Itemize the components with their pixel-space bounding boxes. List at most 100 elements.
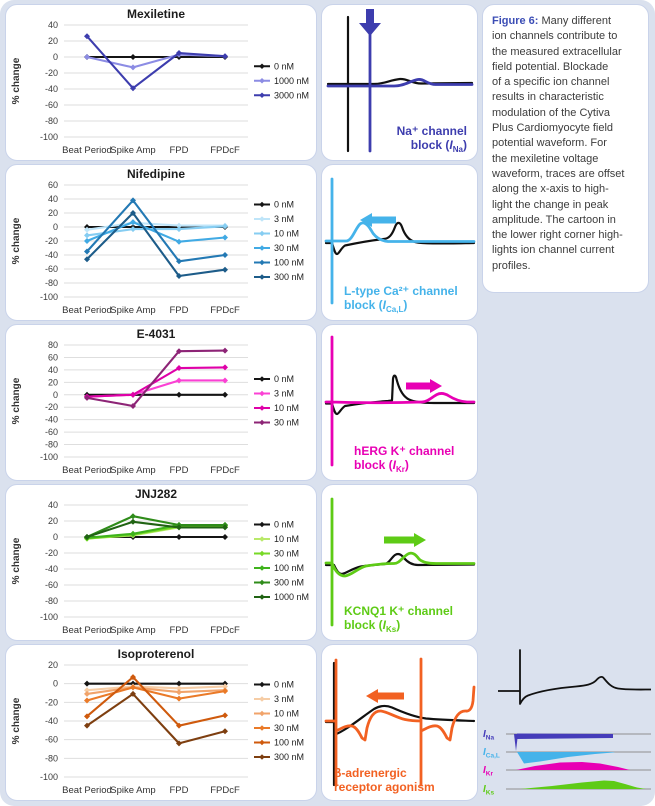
svg-text:3000 nM: 3000 nM [274, 90, 309, 100]
svg-text:300 nM: 300 nM [274, 272, 304, 282]
svg-text:1000 nM: 1000 nM [274, 592, 309, 602]
waveform-svg [324, 497, 476, 627]
svg-text:0 nM: 0 nM [274, 200, 294, 210]
current-label: IKs [483, 784, 494, 797]
svg-text:60: 60 [48, 180, 58, 190]
svg-text:10 nM: 10 nM [274, 403, 299, 413]
line-chart-svg: 20 0 -20 -40 -60 -80 -100 Isoproterenol % change… [11, 647, 304, 796]
svg-text:-100: -100 [40, 772, 58, 782]
waveform-na [322, 5, 477, 160]
current-label: IKr [483, 765, 493, 778]
waveform-svg [324, 177, 476, 305]
waveform-panel-na: Na⁺ channel block (INa) [321, 4, 478, 161]
svg-text:0: 0 [53, 52, 58, 62]
svg-text:FPD: FPD [170, 625, 189, 636]
svg-text:20: 20 [48, 36, 58, 46]
svg-text:FPDcF: FPDcF [210, 465, 240, 476]
svg-text:% change: % change [11, 537, 22, 584]
svg-text:-20: -20 [45, 402, 58, 412]
svg-text:Beat Period: Beat Period [62, 305, 112, 316]
svg-text:FPD: FPD [170, 465, 189, 476]
svg-text:-20: -20 [45, 697, 58, 707]
svg-text:0 nM: 0 nM [274, 520, 294, 530]
chart-panel-e4031: 80 60 40 20 0 -20 -40 -60 -80 -100 E-4031 % change B… [5, 324, 317, 481]
svg-text:Spike Amp: Spike Amp [110, 785, 155, 796]
svg-text:60: 60 [48, 352, 58, 362]
shift-arrow-right-icon [406, 379, 442, 393]
svg-text:100 nM: 100 nM [274, 563, 304, 573]
svg-text:3 nM: 3 nM [274, 389, 294, 399]
figure-label: Figure 6: [492, 15, 539, 27]
svg-text:-20: -20 [45, 236, 58, 246]
waveform-beta [322, 645, 477, 800]
svg-text:-20: -20 [45, 548, 58, 558]
svg-text:40: 40 [48, 194, 58, 204]
svg-text:100 nM: 100 nM [274, 738, 304, 748]
caption-line: Figure 6: Many different [492, 14, 641, 29]
waveform-kr [322, 325, 477, 480]
svg-text:-60: -60 [45, 580, 58, 590]
svg-text:0: 0 [53, 222, 58, 232]
current-profile-shape [517, 733, 613, 739]
svg-text:FPD: FPD [170, 785, 189, 796]
caption-first-line: Many different [538, 15, 612, 27]
svg-text:FPDcF: FPDcF [210, 145, 240, 156]
current-label: ICa,L [483, 747, 500, 760]
svg-text:-40: -40 [45, 84, 58, 94]
svg-text:FPDcF: FPDcF [210, 305, 240, 316]
svg-text:0: 0 [53, 532, 58, 542]
svg-text:Beat Period: Beat Period [62, 145, 112, 156]
waveform-ks [322, 485, 477, 640]
svg-text:-80: -80 [45, 116, 58, 126]
svg-text:-80: -80 [45, 753, 58, 763]
svg-text:% change: % change [11, 697, 22, 744]
shift-arrow-left-icon [360, 213, 396, 227]
svg-text:Mexiletine: Mexiletine [127, 7, 185, 21]
svg-text:0 nM: 0 nM [274, 680, 294, 690]
svg-text:3 nM: 3 nM [274, 694, 294, 704]
svg-text:0 nM: 0 nM [274, 374, 294, 384]
line-chart-svg: 40 20 0 -20 -40 -60 -80 -100 Mexiletine % change B… [11, 7, 309, 156]
ion-current-cartoon-svg-host: INa ICa,L IKr IKs [480, 642, 655, 804]
svg-text:% change: % change [11, 377, 22, 424]
line-chart-svg: 60 40 20 0 -20 -40 -60 -80 -100 Nifedipine % chang… [11, 167, 304, 316]
svg-text:30 nM: 30 nM [274, 723, 299, 733]
svg-text:20: 20 [48, 377, 58, 387]
svg-text:30 nM: 30 nM [274, 549, 299, 559]
svg-text:10 nM: 10 nM [274, 229, 299, 239]
svg-text:40: 40 [48, 20, 58, 30]
svg-text:-80: -80 [45, 278, 58, 288]
svg-text:Beat Period: Beat Period [62, 465, 112, 476]
waveform-panel-beta: β-adrenergic receptor agonism [321, 644, 478, 801]
svg-text:-100: -100 [40, 452, 58, 462]
current-label: INa [483, 729, 494, 742]
shift-arrow-left-icon [366, 689, 404, 703]
svg-text:100 nM: 100 nM [274, 258, 304, 268]
svg-text:-100: -100 [40, 612, 58, 622]
svg-text:-100: -100 [40, 292, 58, 302]
svg-text:20: 20 [48, 660, 58, 670]
svg-text:20: 20 [48, 208, 58, 218]
svg-text:20: 20 [48, 516, 58, 526]
svg-text:10 nM: 10 nM [274, 534, 299, 544]
line-chart-mexiletine: 40 20 0 -20 -40 -60 -80 -100 Mexiletine % change B… [6, 5, 316, 160]
line-chart-nifedipine: 60 40 20 0 -20 -40 -60 -80 -100 Nifedipine % chang… [6, 165, 316, 320]
svg-text:30 nM: 30 nM [274, 243, 299, 253]
current-profile-shape [516, 762, 630, 770]
current-profile-shape [517, 752, 615, 764]
channel-block-label-kr: hERG K⁺ channel block (IKr) [354, 443, 455, 475]
svg-text:Beat Period: Beat Period [62, 625, 112, 636]
ion-current-profiles-svg: INa ICa,L IKr IKs [483, 649, 652, 797]
svg-text:-20: -20 [45, 68, 58, 78]
svg-text:-60: -60 [45, 100, 58, 110]
chart-panel-jnj282: 40 20 0 -20 -40 -60 -80 -100 JNJ282 % change Beat … [5, 484, 317, 641]
svg-text:80: 80 [48, 340, 58, 350]
svg-text:10 nM: 10 nM [274, 709, 299, 719]
caption-rest: ion channels contribute to the measured e… [492, 30, 625, 272]
shift-arrow-down-icon [359, 9, 381, 36]
svg-text:-60: -60 [45, 427, 58, 437]
svg-text:Spike Amp: Spike Amp [110, 465, 155, 476]
ion-current-cartoon: INa ICa,L IKr IKs [480, 642, 655, 804]
channel-block-label-ks: KCNQ1 K⁺ channel block (IKs) [344, 603, 454, 635]
